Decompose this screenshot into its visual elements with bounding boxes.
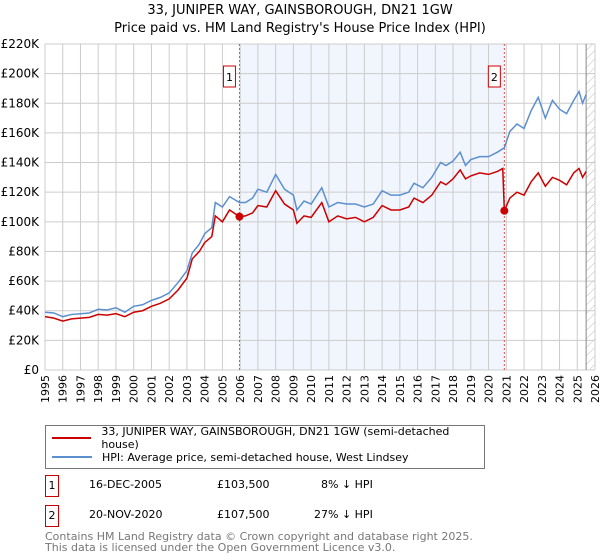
x-tick-label: 2021 <box>500 375 513 403</box>
x-tick-label: 2025 <box>571 375 584 403</box>
x-tick-label: 2020 <box>483 375 496 403</box>
x-tick-label: 2018 <box>447 375 460 403</box>
x-tick-label: 2026 <box>589 375 600 403</box>
x-tick-label: 2007 <box>252 375 265 403</box>
y-tick-label: £160K <box>1 126 41 140</box>
x-tick-label: 2006 <box>234 375 247 403</box>
x-tick-label: 1998 <box>92 375 105 403</box>
y-tick-label: £40K <box>8 304 40 318</box>
y-tick-label: £120K <box>1 185 41 199</box>
chart-title: 33, JUNIPER WAY, GAINSBOROUGH, DN21 1GW <box>147 3 453 18</box>
x-tick-label: 2016 <box>412 375 425 403</box>
x-tick-label: 2023 <box>536 375 549 403</box>
x-tick-label: 2009 <box>287 375 300 403</box>
x-tick-label: 1996 <box>57 375 70 403</box>
x-tick-label: 2000 <box>128 375 141 403</box>
legend-label: HPI: Average price, semi-detached house,… <box>102 450 409 464</box>
x-tick-label: 2012 <box>341 375 354 403</box>
x-tick-label: 2004 <box>199 375 212 403</box>
x-tick-label: 2001 <box>145 375 158 403</box>
footer-line: Contains HM Land Registry data © Crown c… <box>45 530 473 543</box>
line-chart: 1995 1996 1997 1998 1999 2000 2001 2002 2003 2004… <box>1 37 600 403</box>
sale-point <box>235 212 244 221</box>
sale-hpi: 27% ↓ HPI <box>314 508 373 521</box>
y-tick-label: £180K <box>1 96 41 110</box>
legend-swatch-blue <box>52 456 92 458</box>
sale-hpi: 8% ↓ HPI <box>321 478 373 491</box>
legend: 33, JUNIPER WAY, GAINSBOROUGH, DN21 1GW … <box>45 425 485 469</box>
sale-date: 20-NOV-2020 <box>89 508 163 521</box>
y-tick-label: £0 <box>24 363 39 377</box>
sale-row-2: 2 20-NOV-2020 £107,500 27% ↓ HPI <box>45 505 465 527</box>
y-tick-label: £60K <box>8 274 40 288</box>
x-tick-label: 2010 <box>305 375 318 403</box>
x-tick-label: 2008 <box>270 375 283 403</box>
legend-swatch-red <box>52 437 92 439</box>
x-tick-label: 2014 <box>376 375 389 403</box>
footer: Contains HM Land Registry data © Crown c… <box>45 531 473 553</box>
x-tick-label: 2002 <box>163 375 176 403</box>
hpi-line <box>44 89 587 318</box>
legend-item-property: 33, JUNIPER WAY, GAINSBOROUGH, DN21 1GW … <box>52 425 484 451</box>
x-tick-label: 2015 <box>394 375 407 403</box>
sale-marker-badge <box>222 65 236 88</box>
x-tick-label: 2005 <box>216 375 229 403</box>
y-tick-label: £80K <box>8 244 40 258</box>
x-tick-label: 2022 <box>518 375 531 403</box>
sale-marker-badge <box>487 65 501 88</box>
sale-marker-label: 2 <box>491 71 498 84</box>
x-tick-label: 2003 <box>181 375 194 403</box>
x-tick-label: 2019 <box>465 375 478 403</box>
y-tick-label: £140K <box>1 156 41 170</box>
sale-badge: 1 <box>45 475 59 497</box>
y-tick-label: £100K <box>1 215 41 229</box>
legend-label: 33, JUNIPER WAY, GAINSBOROUGH, DN21 1GW … <box>101 425 450 451</box>
y-tick-label: £20K <box>8 333 40 347</box>
footer-line: This data is licensed under the Open Gov… <box>45 541 396 554</box>
sale-price: £107,500 <box>217 508 270 521</box>
x-tick-label: 1995 <box>39 375 52 403</box>
y-tick-label: £220K <box>1 37 41 51</box>
shaded-region <box>239 44 505 370</box>
sale-badge: 2 <box>45 505 59 527</box>
property-price-line <box>44 167 587 322</box>
y-tick-label: £200K <box>1 67 41 81</box>
legend-item-hpi: HPI: Average price, semi-detached house,… <box>52 449 409 465</box>
x-tick-label: 2011 <box>323 375 336 403</box>
sale-marker-label: 1 <box>226 71 233 84</box>
x-tick-label: 1997 <box>74 375 87 403</box>
hatched-forecast-region <box>586 44 595 370</box>
sale-point <box>500 206 509 215</box>
x-tick-label: 2013 <box>358 375 371 403</box>
sale-row-1: 1 16-DEC-2005 £103,500 8% ↓ HPI <box>45 475 465 497</box>
x-tick-label: 2017 <box>429 375 442 403</box>
sale-date: 16-DEC-2005 <box>89 478 163 491</box>
x-tick-label: 1999 <box>110 375 123 403</box>
chart-subtitle: Price paid vs. HM Land Registry's House … <box>114 21 486 36</box>
x-tick-label: 2024 <box>554 375 567 403</box>
sale-price: £103,500 <box>217 478 270 491</box>
